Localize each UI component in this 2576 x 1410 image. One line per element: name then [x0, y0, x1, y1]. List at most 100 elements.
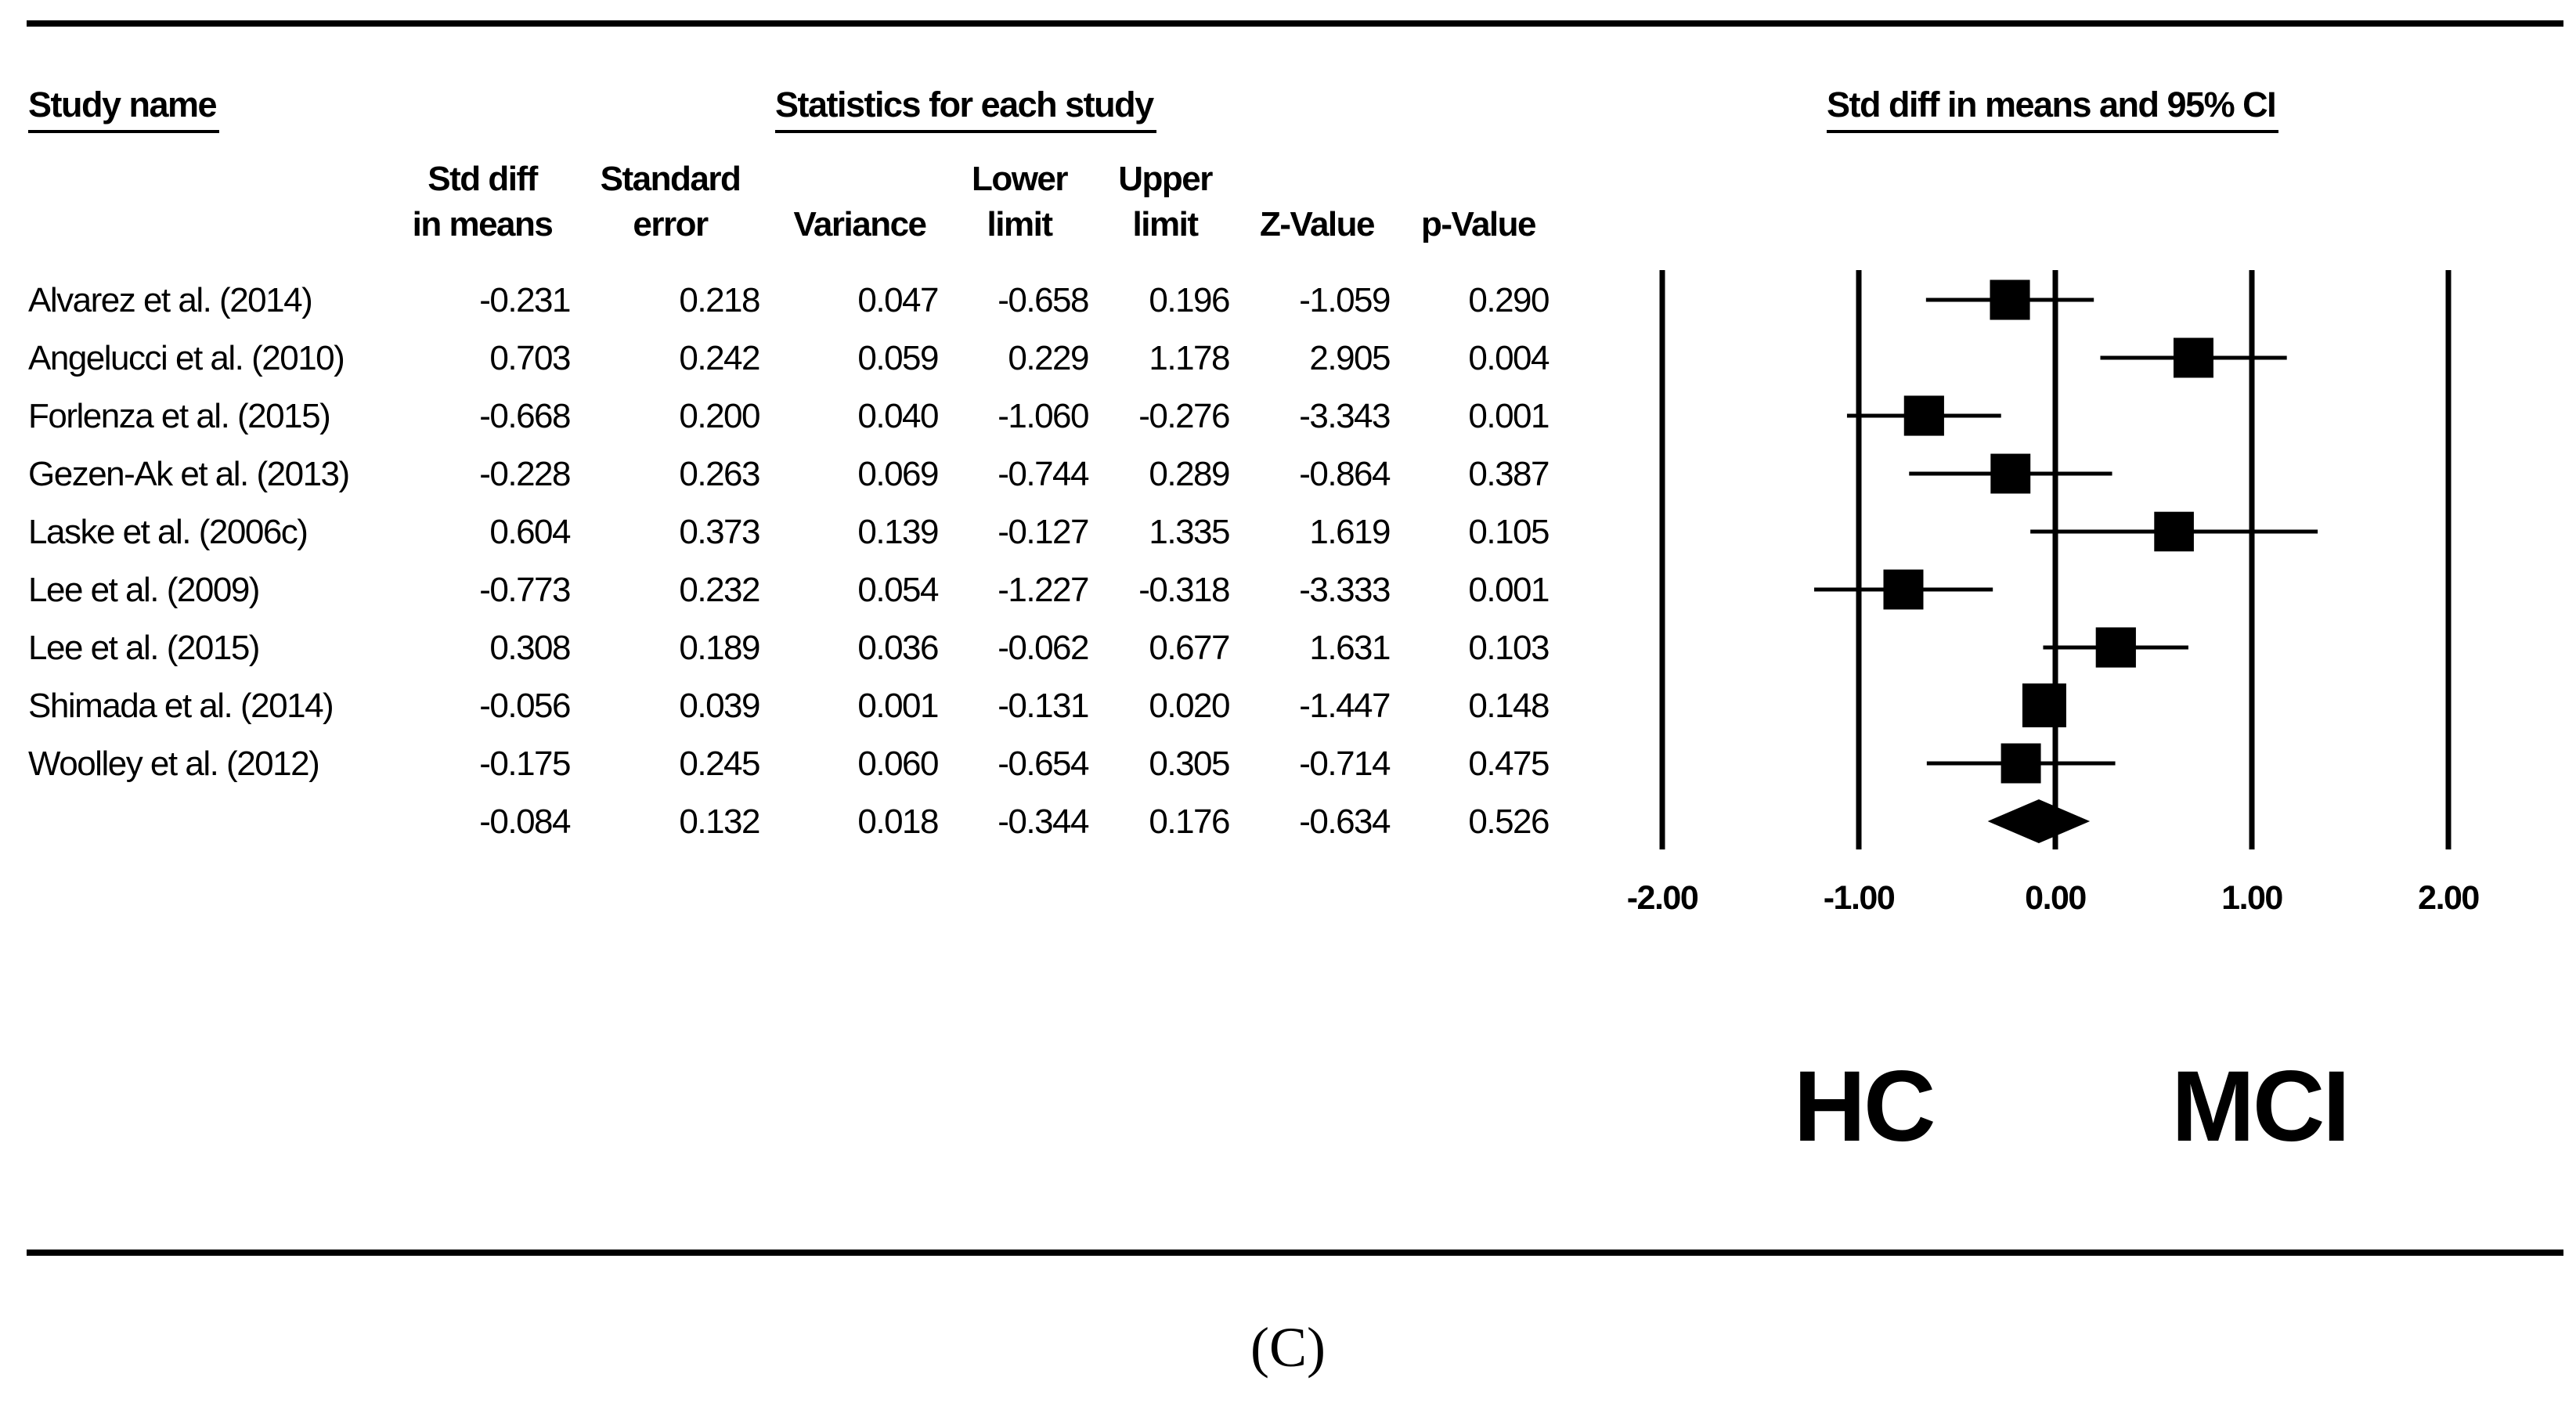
stat-cell: -0.658 [998, 281, 1089, 319]
study-name-cell: Shimada et al. (2014) [28, 687, 334, 725]
x-tick-label: -2.00 [1626, 879, 1699, 917]
column-header-line1: Lower [971, 160, 1069, 198]
column-header: Variance [774, 157, 946, 247]
stat-cell: -0.864 [1299, 455, 1391, 493]
stat-cell: 0.290 [1468, 281, 1550, 319]
stat-cell: 0.060 [857, 745, 939, 783]
column-header-line1: Std diff [428, 160, 538, 198]
study-name-header: Study name [28, 85, 220, 133]
column-header-line1 [1392, 157, 1564, 202]
stat-cell: 1.335 [1149, 513, 1230, 551]
stat-cell: 0.069 [857, 455, 939, 493]
stat-cell: 0.308 [489, 629, 571, 667]
stat-cell: -3.333 [1299, 571, 1391, 609]
stat-cell: -1.447 [1299, 687, 1391, 725]
study-name-cell: Lee et al. (2009) [28, 571, 260, 609]
top-rule [27, 20, 2563, 27]
stat-cell: 0.263 [679, 455, 760, 493]
stat-cell: 0.677 [1149, 629, 1230, 667]
stat-cell: 0.232 [679, 571, 760, 609]
stat-cell: 0.229 [1008, 339, 1089, 377]
column-header: Std diff in means [396, 157, 568, 247]
study-name-cell: Forlenza et al. (2015) [28, 397, 331, 435]
stat-cell: 1.631 [1309, 629, 1391, 667]
stat-cell: 0.105 [1468, 513, 1550, 551]
stat-cell: -0.231 [479, 281, 571, 319]
stat-cell: 0.475 [1468, 745, 1550, 783]
column-header-line2: in means [412, 205, 554, 243]
x-tick-label: 2.00 [2418, 879, 2480, 917]
column-header: p-Value [1392, 157, 1564, 247]
column-header-line2: Z-Value [1260, 205, 1376, 243]
stat-cell: 0.200 [679, 397, 760, 435]
stat-cell: -0.318 [1138, 571, 1230, 609]
effect-square [2173, 337, 2213, 378]
effect-square [1990, 453, 2031, 494]
column-header-line1: Upper [1118, 160, 1213, 198]
x-tick-label: 1.00 [2221, 879, 2283, 917]
stat-cell: -0.634 [1299, 802, 1391, 841]
stat-cell: 0.604 [489, 513, 571, 551]
favors-right-label: MCI [2171, 1051, 2351, 1163]
column-header: Lower limit [933, 157, 1106, 247]
stat-cell: 0.139 [857, 513, 939, 551]
effect-square [1903, 395, 1944, 436]
statistics-header: Statistics for each study [775, 85, 1156, 133]
stat-cell: -0.773 [479, 571, 571, 609]
stat-cell: 0.196 [1149, 281, 1230, 319]
column-header: Z-Value [1231, 157, 1403, 247]
stat-cell: 0.176 [1149, 802, 1230, 841]
stat-cell: 0.001 [1468, 397, 1550, 435]
forest-plot-header: Std diff in means and 95% CI [1827, 85, 2279, 133]
study-name-cell: Angelucci et al. (2010) [28, 339, 345, 377]
column-header-line1: Standard [600, 160, 741, 198]
stat-cell: -0.228 [479, 455, 571, 493]
study-name-cell: Woolley et al. (2012) [28, 745, 320, 783]
column-header-line2: Variance [793, 205, 927, 243]
stat-cell: -0.131 [998, 687, 1089, 725]
stat-cell: 0.020 [1149, 687, 1230, 725]
stat-cell: -0.654 [998, 745, 1089, 783]
stat-cell: 1.619 [1309, 513, 1391, 551]
stat-cell: -3.343 [1299, 397, 1391, 435]
effect-square [1990, 279, 2030, 320]
effect-square [2001, 743, 2041, 784]
stat-cell: 0.289 [1149, 455, 1230, 493]
stat-cell: 0.703 [489, 339, 571, 377]
stat-cell: -0.062 [998, 629, 1089, 667]
study-name-cell: Alvarez et al. (2014) [28, 281, 313, 319]
x-tick-label: -1.00 [1823, 879, 1896, 917]
column-header-line2: limit [1132, 205, 1199, 243]
stat-cell: -0.056 [479, 687, 571, 725]
stat-cell: -1.059 [1299, 281, 1391, 319]
stat-cell: -0.344 [998, 802, 1089, 841]
study-name-cell: Gezen-Ak et al. (2013) [28, 455, 350, 493]
stat-cell: 0.018 [857, 802, 939, 841]
stat-cell: 0.132 [679, 802, 760, 841]
stat-cell: 0.189 [679, 629, 760, 667]
stat-cell: 0.245 [679, 745, 760, 783]
stat-cell: 0.054 [857, 571, 939, 609]
stat-cell: -1.060 [998, 397, 1089, 435]
stat-cell: 0.305 [1149, 745, 1230, 783]
stat-cell: -0.175 [479, 745, 571, 783]
x-tick-label: 0.00 [2025, 879, 2087, 917]
stat-cell: -0.084 [479, 802, 571, 841]
stat-cell: 0.218 [679, 281, 760, 319]
effect-square [2154, 511, 2194, 552]
stat-cell: 0.004 [1468, 339, 1550, 377]
stat-cell: 0.373 [679, 513, 760, 551]
bottom-rule [27, 1250, 2563, 1256]
column-header-line2: p-Value [1421, 205, 1537, 243]
stat-cell: 0.387 [1468, 455, 1550, 493]
column-header-line1 [1231, 157, 1403, 202]
stat-cell: 0.148 [1468, 687, 1550, 725]
column-header-line2: error [633, 205, 709, 243]
stat-cell: 0.001 [1468, 571, 1550, 609]
column-header: Standard error [584, 157, 756, 247]
forest-plot [1659, 270, 2452, 849]
effect-square [2095, 627, 2136, 668]
stat-cell: 0.036 [857, 629, 939, 667]
column-header-line1 [774, 157, 946, 202]
stat-cell: -0.276 [1138, 397, 1230, 435]
